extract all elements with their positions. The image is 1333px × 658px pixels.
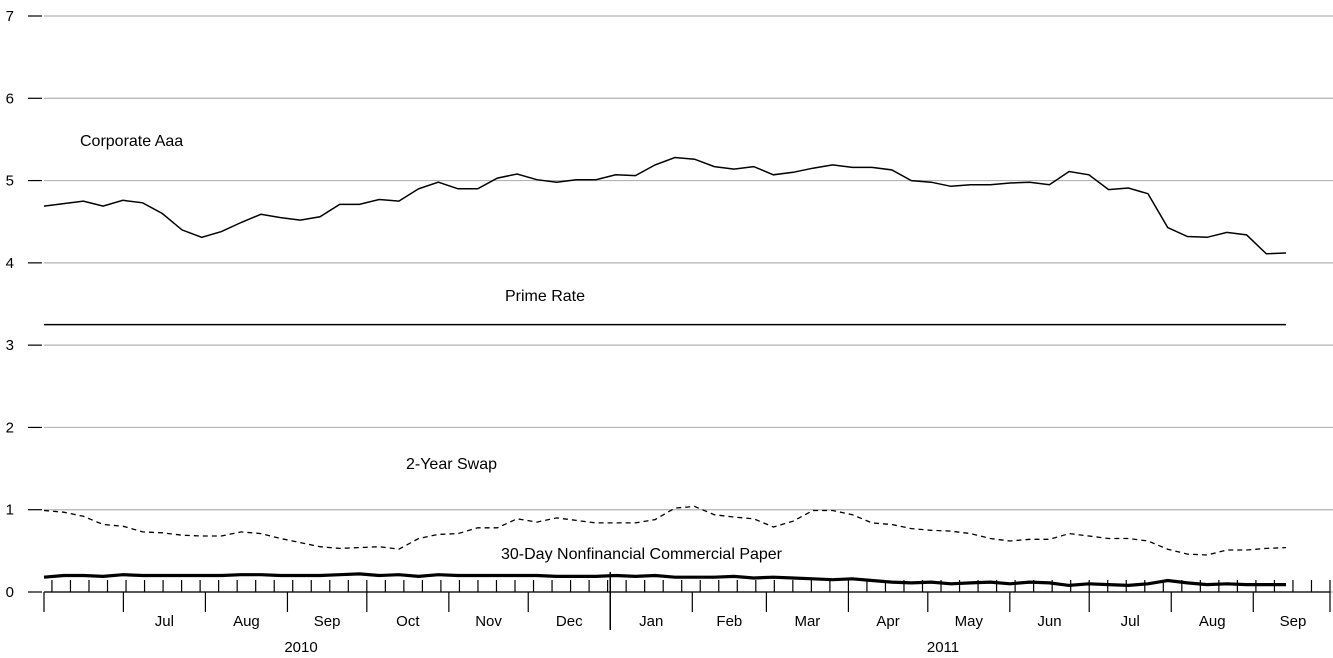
x-tick-label: Sep bbox=[314, 613, 341, 630]
y-tick-label: 6 bbox=[6, 90, 14, 107]
y-tick-label: 4 bbox=[6, 255, 14, 272]
series-labels: Corporate Aaa Prime Rate 2-Year Swap 30-… bbox=[80, 133, 783, 563]
series-line-0 bbox=[43, 156, 1287, 255]
x-tick-label: Jan bbox=[639, 613, 663, 630]
y-tick-label: 2 bbox=[6, 419, 14, 436]
y-tick-label: 5 bbox=[6, 173, 14, 190]
x-tick-label: Dec bbox=[556, 613, 583, 630]
x-tick-label: Sep bbox=[1280, 613, 1307, 630]
series-label-corporate-aaa: Corporate Aaa bbox=[80, 133, 183, 150]
year-label-2010: 2010 bbox=[284, 639, 317, 656]
x-tick-label: Mar bbox=[794, 613, 820, 630]
year-labels: 2010 2011 bbox=[284, 639, 959, 656]
y-tick-label: 1 bbox=[6, 502, 14, 519]
series-label-prime-rate: Prime Rate bbox=[505, 288, 585, 305]
x-tick-label: Jul bbox=[1121, 613, 1140, 630]
series-label-commercial-paper: 30-Day Nonfinancial Commercial Paper bbox=[501, 546, 783, 563]
series-label-2-year-swap: 2-Year Swap bbox=[406, 456, 497, 473]
x-tick-label: Aug bbox=[1199, 613, 1226, 630]
x-tick-label: Apr bbox=[876, 613, 899, 630]
y-axis: 0 1 2 3 4 5 6 7 bbox=[6, 8, 42, 601]
x-tick-label: Aug bbox=[233, 613, 260, 630]
y-tick-label: 7 bbox=[6, 8, 14, 25]
x-tick-label: Feb bbox=[716, 613, 742, 630]
series-line-2 bbox=[43, 505, 1287, 556]
x-tick-label: May bbox=[955, 613, 984, 630]
year-label-2011: 2011 bbox=[927, 639, 959, 656]
gridlines bbox=[44, 15, 1333, 593]
y-tick-label: 3 bbox=[6, 337, 14, 354]
x-tick-label: Oct bbox=[396, 613, 420, 630]
x-axis: Jul Aug Sep Oct Nov Dec Jan Feb Mar Apr May Jun Jul A… bbox=[43, 572, 1331, 630]
series-lines bbox=[43, 156, 1287, 588]
x-tick-label: Nov bbox=[475, 613, 502, 630]
series-line-3 bbox=[43, 572, 1286, 588]
x-tick-label: Jul bbox=[155, 613, 174, 630]
y-tick-label: 0 bbox=[6, 584, 14, 601]
x-tick-label: Jun bbox=[1037, 613, 1061, 630]
